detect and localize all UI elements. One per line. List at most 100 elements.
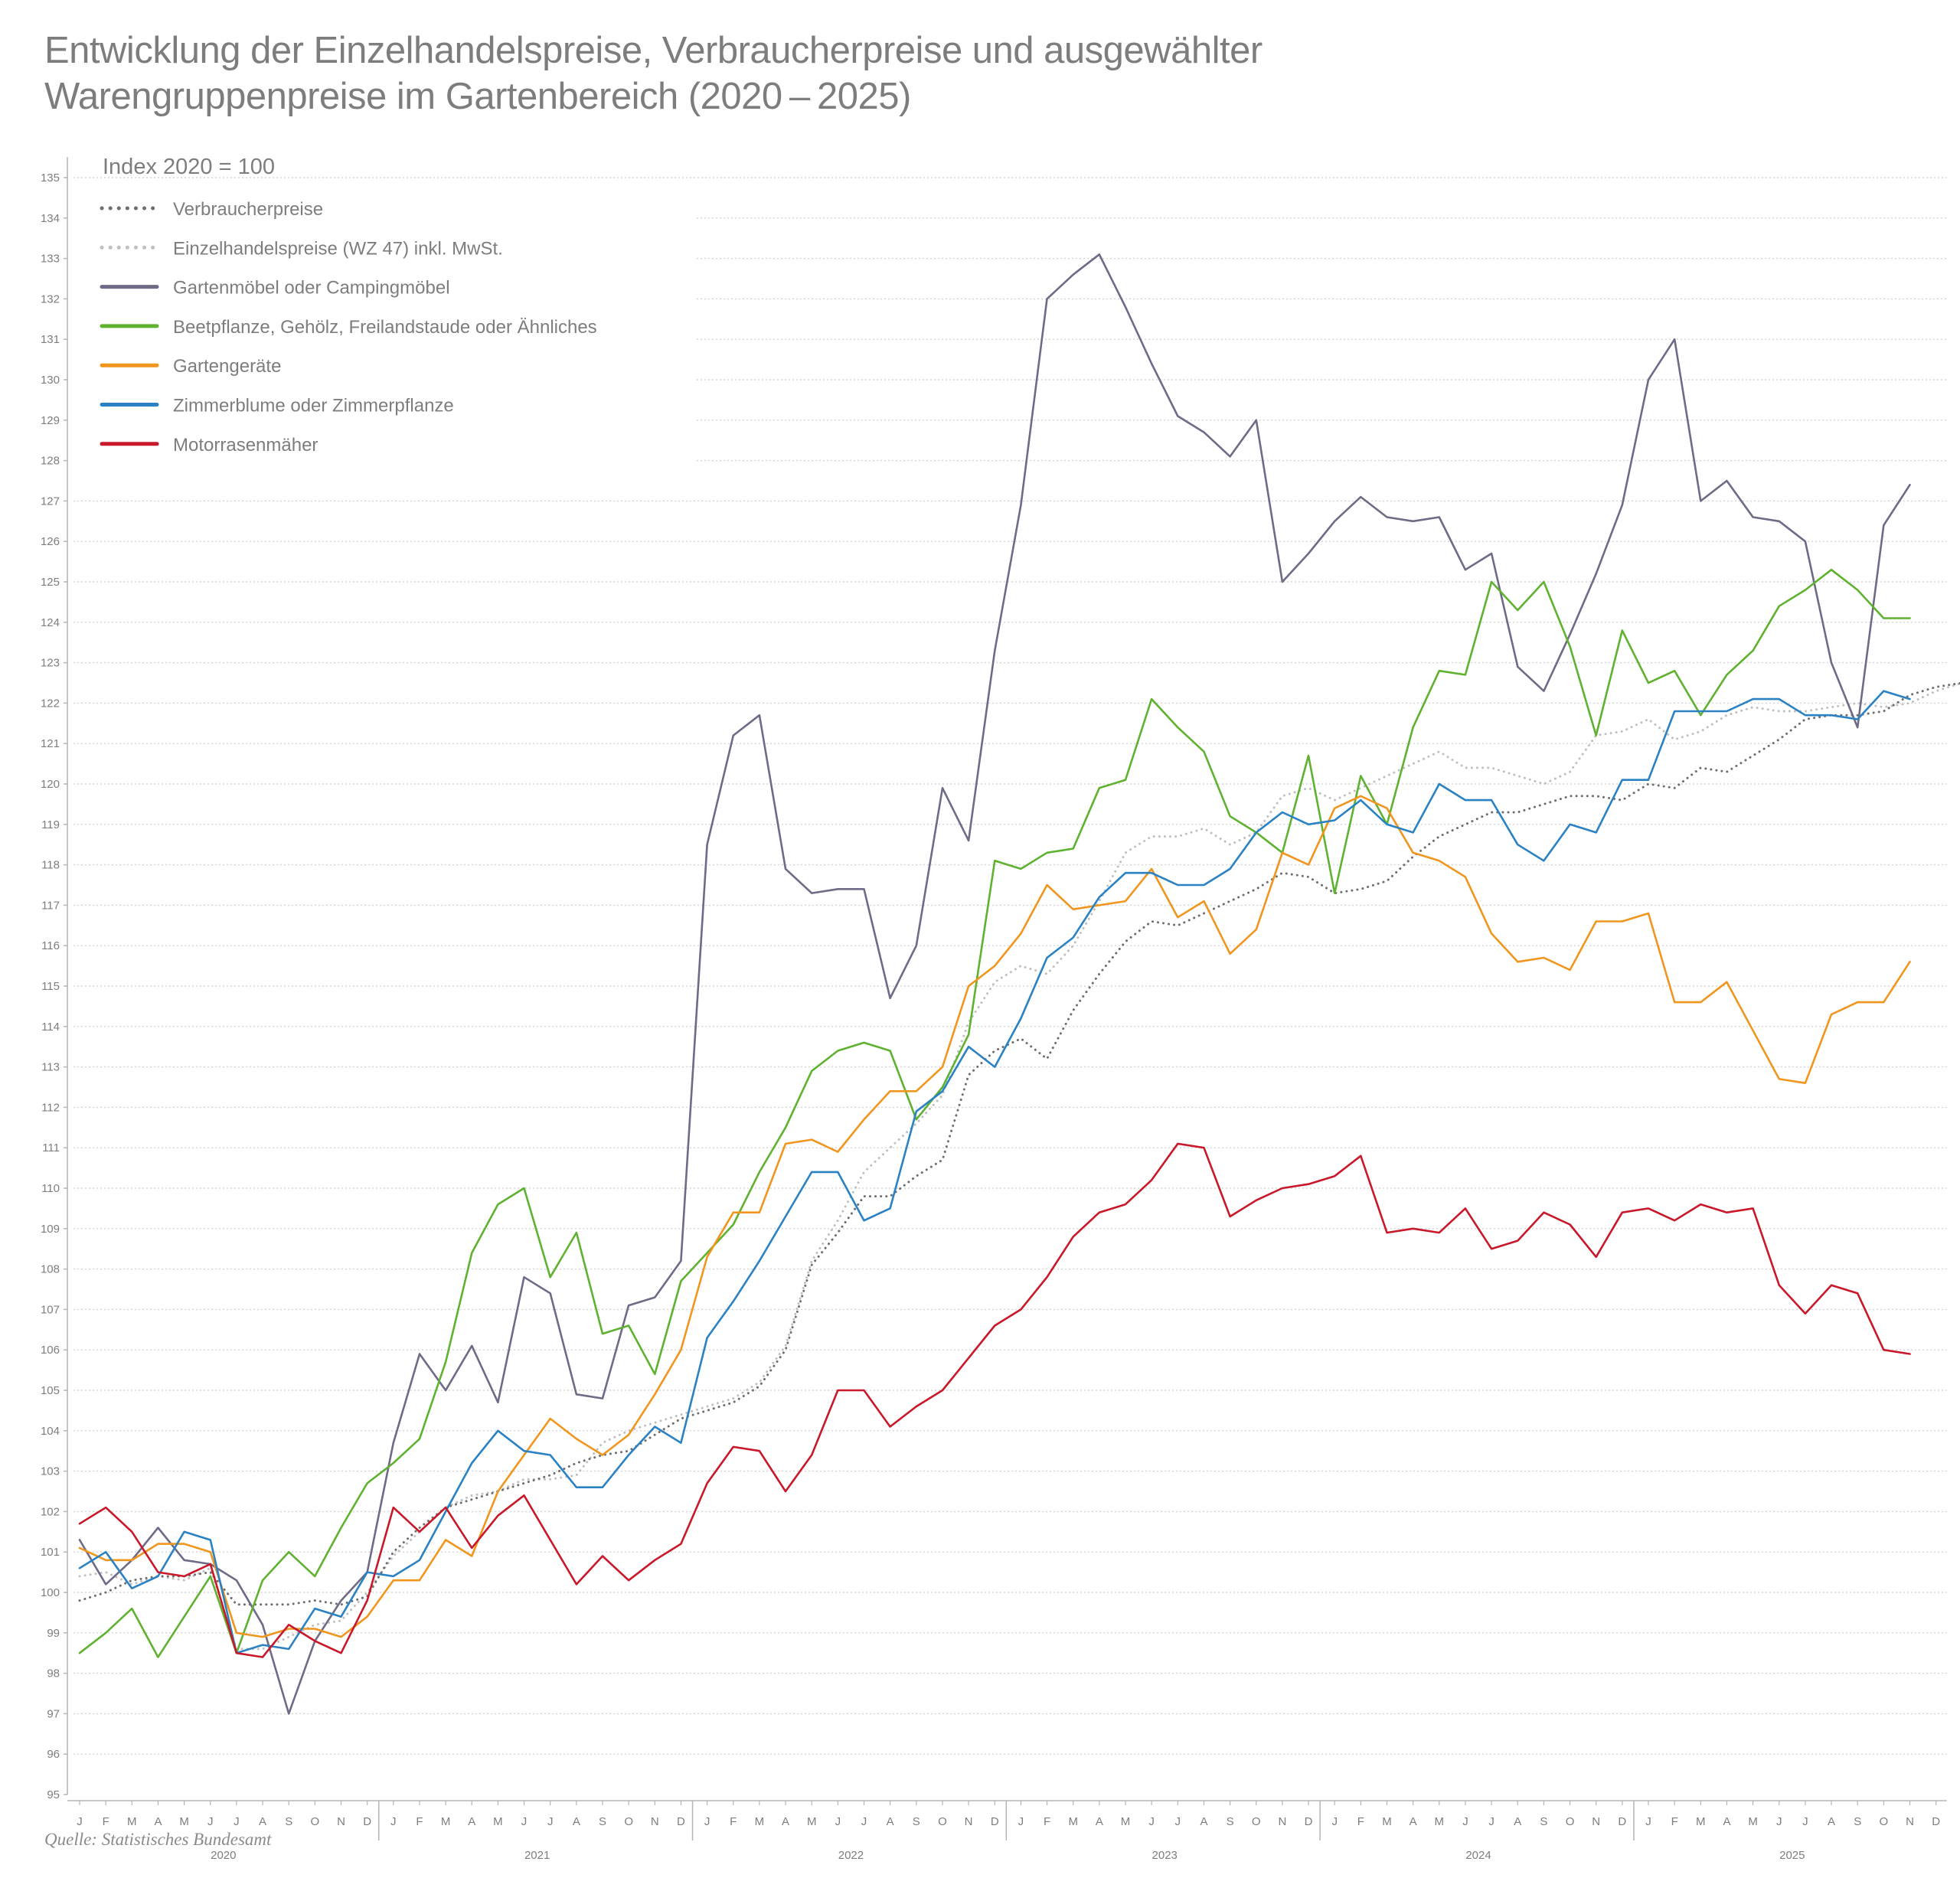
x-month-label: J bbox=[704, 1815, 710, 1828]
x-month-label: D bbox=[1932, 1815, 1940, 1828]
x-month-label: J bbox=[1776, 1815, 1782, 1828]
y-tick-label-123: 123 bbox=[41, 657, 60, 670]
y-tick-label-99: 99 bbox=[47, 1627, 60, 1640]
x-month-label: S bbox=[599, 1815, 606, 1828]
title-line-1: Entwicklung der Einzelhandelspreise, Ver… bbox=[44, 30, 1263, 71]
y-tick-label-96: 96 bbox=[47, 1748, 60, 1761]
year-label-2022: 2022 bbox=[838, 1849, 864, 1862]
series-line-zimmer bbox=[78, 690, 1911, 1654]
legend-label-beet: Beetpflanze, Gehölz, Freilandstaude oder… bbox=[173, 317, 597, 338]
x-month-label: J bbox=[234, 1815, 240, 1828]
y-tick-label-100: 100 bbox=[41, 1586, 60, 1599]
x-month-label: A bbox=[1514, 1815, 1521, 1828]
y-tick-label-109: 109 bbox=[41, 1223, 60, 1236]
y-tick-label-102: 102 bbox=[41, 1505, 60, 1518]
x-month-label: M bbox=[1748, 1815, 1758, 1828]
x-month-label: M bbox=[1696, 1815, 1706, 1828]
y-tick-label-116: 116 bbox=[41, 939, 60, 952]
x-month-label: J bbox=[207, 1815, 214, 1828]
y-tick-label-133: 133 bbox=[41, 253, 60, 266]
y-tick-label-119: 119 bbox=[41, 818, 60, 831]
y-tick-label-108: 108 bbox=[41, 1263, 60, 1276]
x-month-label: D bbox=[363, 1815, 371, 1828]
y-tick-label-113: 113 bbox=[41, 1061, 60, 1074]
year-label-2024: 2024 bbox=[1465, 1849, 1491, 1862]
y-tick-label-117: 117 bbox=[41, 899, 60, 912]
y-tick-label-128: 128 bbox=[41, 455, 60, 468]
x-month-label: M bbox=[1068, 1815, 1078, 1828]
y-tick-label-97: 97 bbox=[47, 1707, 60, 1720]
x-month-label: A bbox=[468, 1815, 475, 1828]
x-month-label: S bbox=[1227, 1815, 1234, 1828]
x-month-label: J bbox=[1645, 1815, 1651, 1828]
legend-label-maeher: Motorrasenmäher bbox=[173, 435, 318, 456]
x-month-label: O bbox=[1880, 1815, 1889, 1828]
series-lines bbox=[78, 253, 1960, 1715]
y-axis: 95 96 97 98 99 100 101 102 103 104 105 106 107 108 109… bbox=[41, 157, 68, 1801]
y-tick-label-98: 98 bbox=[47, 1667, 60, 1680]
legend-label-geraete: Gartengeräte bbox=[173, 356, 281, 377]
y-tick-label-114: 114 bbox=[41, 1021, 60, 1034]
y-axis-title: Index 2020 = 100 bbox=[103, 155, 275, 179]
x-month-label: J bbox=[521, 1815, 528, 1828]
series-line-geraete bbox=[78, 795, 1911, 1638]
x-month-label: M bbox=[493, 1815, 503, 1828]
y-tick-label-110: 110 bbox=[41, 1182, 60, 1195]
x-month-label: M bbox=[807, 1815, 817, 1828]
source-note: Quelle: Statistisches Bundesamt bbox=[44, 1830, 272, 1849]
y-tick-label-95: 95 bbox=[47, 1788, 60, 1801]
x-month-label: A bbox=[1410, 1815, 1417, 1828]
series-line-moebel bbox=[78, 253, 1911, 1715]
y-tick-label-101: 101 bbox=[41, 1546, 60, 1559]
title-line-2: Warengruppenpreise im Gartenbereich (202… bbox=[44, 76, 911, 117]
x-month-label: A bbox=[1828, 1815, 1835, 1828]
x-month-label: F bbox=[730, 1815, 737, 1828]
x-month-label: M bbox=[755, 1815, 765, 1828]
series-line-beet bbox=[78, 568, 1911, 1658]
series-line-maeher bbox=[78, 1142, 1911, 1658]
x-month-label: F bbox=[1044, 1815, 1050, 1828]
y-tick-label-131: 131 bbox=[41, 333, 60, 346]
legend: Index 2020 = 100 Verbraucherpreise Einzelh… bbox=[100, 155, 597, 456]
x-month-label: N bbox=[1592, 1815, 1600, 1828]
x-month-label: J bbox=[1462, 1815, 1468, 1828]
y-tick-label-130: 130 bbox=[41, 374, 60, 387]
x-month-label: A bbox=[573, 1815, 580, 1828]
x-month-label: J bbox=[1331, 1815, 1338, 1828]
x-month-label: M bbox=[441, 1815, 451, 1828]
y-tick-label-111: 111 bbox=[42, 1141, 60, 1155]
x-month-label: J bbox=[390, 1815, 397, 1828]
x-month-label: M bbox=[1382, 1815, 1392, 1828]
x-month-label: A bbox=[259, 1815, 266, 1828]
x-month-label: N bbox=[965, 1815, 973, 1828]
x-month-label: J bbox=[1148, 1815, 1155, 1828]
x-month-label: J bbox=[77, 1815, 83, 1828]
x-month-label: N bbox=[337, 1815, 345, 1828]
x-month-label: A bbox=[887, 1815, 894, 1828]
x-month-label: S bbox=[1540, 1815, 1547, 1828]
y-tick-label-129: 129 bbox=[41, 414, 60, 427]
x-month-label: D bbox=[1618, 1815, 1626, 1828]
y-tick-label-132: 132 bbox=[41, 292, 60, 305]
legend-label-vpi: Verbraucherpreise bbox=[173, 199, 323, 220]
x-month-label: O bbox=[1566, 1815, 1575, 1828]
y-tick-label-124: 124 bbox=[41, 616, 60, 629]
gridlines bbox=[74, 177, 1947, 1755]
x-month-label: J bbox=[861, 1815, 867, 1828]
legend-label-moebel: Gartenmöbel oder Campingmöbel bbox=[173, 278, 450, 299]
x-month-label: M bbox=[179, 1815, 189, 1828]
x-month-label: J bbox=[1488, 1815, 1494, 1828]
y-tick-label-125: 125 bbox=[41, 576, 60, 589]
x-month-label: N bbox=[1906, 1815, 1914, 1828]
y-tick-label-126: 126 bbox=[41, 535, 60, 548]
x-month-label: A bbox=[1723, 1815, 1730, 1828]
legend-label-zimmer: Zimmerblume oder Zimmerpflanze bbox=[173, 396, 454, 416]
x-month-label: M bbox=[1435, 1815, 1445, 1828]
y-tick-label-118: 118 bbox=[41, 859, 60, 872]
x-month-label: S bbox=[913, 1815, 920, 1828]
year-label-2020: 2020 bbox=[211, 1849, 236, 1862]
x-month-label: O bbox=[1252, 1815, 1261, 1828]
x-month-label: O bbox=[624, 1815, 633, 1828]
x-month-label: F bbox=[103, 1815, 109, 1828]
